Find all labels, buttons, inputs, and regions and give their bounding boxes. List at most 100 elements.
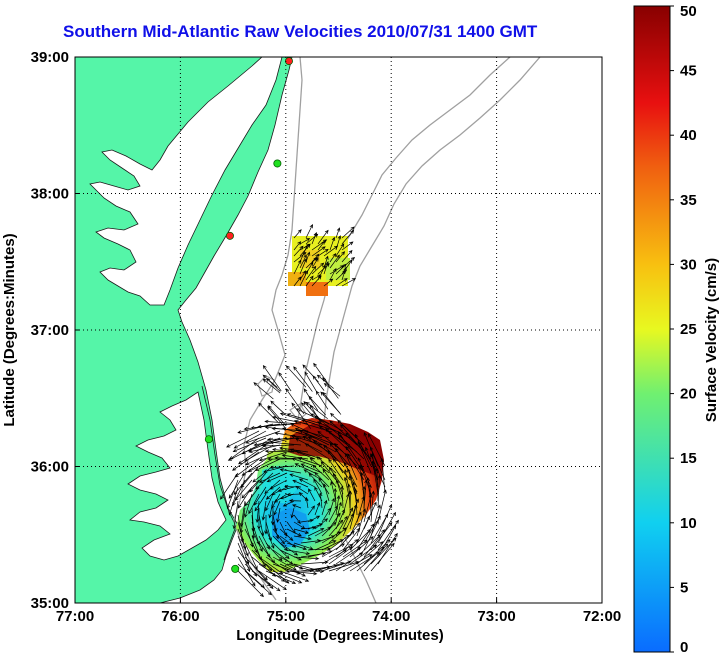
velocity-arrow [363,543,389,572]
velocity-arrow [266,472,288,483]
velocity-arrow [318,477,330,495]
velocity-arrow [261,500,267,521]
velocity-vectors [220,223,399,598]
velocity-arrow [341,226,355,239]
velocity-arrow [314,502,321,516]
velocity-arrow [252,465,274,483]
velocity-arrow [328,430,358,453]
velocity-arrow [314,518,329,530]
velocity-arrow [293,366,313,392]
velocity-arrow [312,464,330,481]
velocity-arrow [321,499,328,516]
velocity-arrow [308,488,316,502]
velocity-arrow [290,507,295,519]
velocity-arrow [273,493,288,503]
velocity-arrow [305,261,314,275]
velocity-arrow [265,570,297,584]
velocity-arrow [341,241,354,251]
velocity-arrow [304,432,337,446]
velocity-arrow [293,229,302,239]
velocity-arrow [335,515,348,537]
velocity-arrow [269,440,302,446]
velocity-arrow [293,535,312,541]
velocity-arrow [377,489,387,523]
velocity-arrow [299,270,306,281]
velocity-arrow [254,458,281,471]
velocity-arrow [335,227,341,239]
velocity-arrow [291,457,316,467]
velocity-arrow [370,490,376,523]
velocity-arrow [311,257,319,269]
velocity-arrow [255,472,274,490]
velocity-arrow [234,479,253,501]
velocity-arrow [268,500,274,519]
velocity-arrow [311,262,325,275]
velocity-arrow [321,521,337,537]
velocity-arrow [335,479,344,502]
velocity-arrow [232,500,239,530]
velocity-arrow [279,549,302,561]
y-axis-ticks: 39:00 38:00 37:00 36:00 35:00 [31,49,80,612]
velocity-arrow [274,456,302,460]
velocity-arrow [286,492,302,497]
velocity-arrow [286,570,318,576]
velocity-arrow [265,542,283,562]
velocity-arrow [335,278,348,287]
velocity-arrow [328,466,344,488]
velocity-arrow [237,486,253,509]
velocity-arrow [355,433,372,467]
velocity-arrow [304,371,318,394]
velocity-arrow [233,472,253,496]
velocity-arrow [237,423,274,434]
velocity-arrow [251,570,281,592]
velocity-arrow [307,436,337,453]
velocity-arrow [380,457,386,495]
x-tick-label: 76:00 [161,608,199,625]
velocity-arrow [264,449,295,454]
velocity-arrow [251,528,263,553]
colorbar-ticks: 0 5 10 15 20 25 30 35 40 45 50 [670,3,697,656]
velocity-arrow [332,458,351,481]
velocity-arrow [300,560,329,565]
velocity-arrow [232,437,267,453]
velocity-arrow [265,563,290,584]
velocity-arrow [329,254,340,269]
velocity-arrow [341,257,356,269]
velocity-arrow [286,542,308,551]
velocity-arrow [292,479,309,488]
velocity-arrow [313,362,328,383]
colorbar-tick-label: 15 [680,450,697,467]
velocity-arrow [269,479,288,490]
velocity-arrow [329,253,337,263]
x-tick-label: 74:00 [372,608,410,625]
velocity-arrow [244,486,260,507]
velocity-arrow [363,501,377,530]
velocity-arrow [345,445,365,474]
velocity-arrow [258,402,279,423]
velocity-arrow [335,539,359,558]
x-tick-label: 73:00 [477,608,515,625]
velocity-arrow [318,492,323,509]
colorbar-label: Surface Velocity (cm/s) [703,258,720,422]
velocity-arrow [323,255,329,269]
velocity-arrow [377,503,393,537]
velocity-arrow [370,504,381,537]
velocity-arrow [273,500,281,516]
velocity-arrow [300,526,317,530]
radar-site-marker [273,159,282,168]
velocity-arrow [293,514,301,525]
velocity-arrow [253,486,267,506]
x-axis-ticks: 77:00 76:00 75:00 74:00 73:00 72:00 [56,598,621,625]
velocity-arrow [363,515,381,544]
velocity-arrow [290,423,323,439]
y-tick-label: 39:00 [31,49,69,66]
velocity-arrow [237,528,249,557]
velocity-arrow [265,528,275,549]
velocity-arrow [305,251,311,263]
velocity-arrow [335,251,346,263]
velocity-arrow [342,507,354,530]
velocity-arrow [299,254,307,269]
velocity-arrow [335,243,345,257]
velocity-arrow [233,430,267,449]
velocity-arrow [234,458,260,478]
